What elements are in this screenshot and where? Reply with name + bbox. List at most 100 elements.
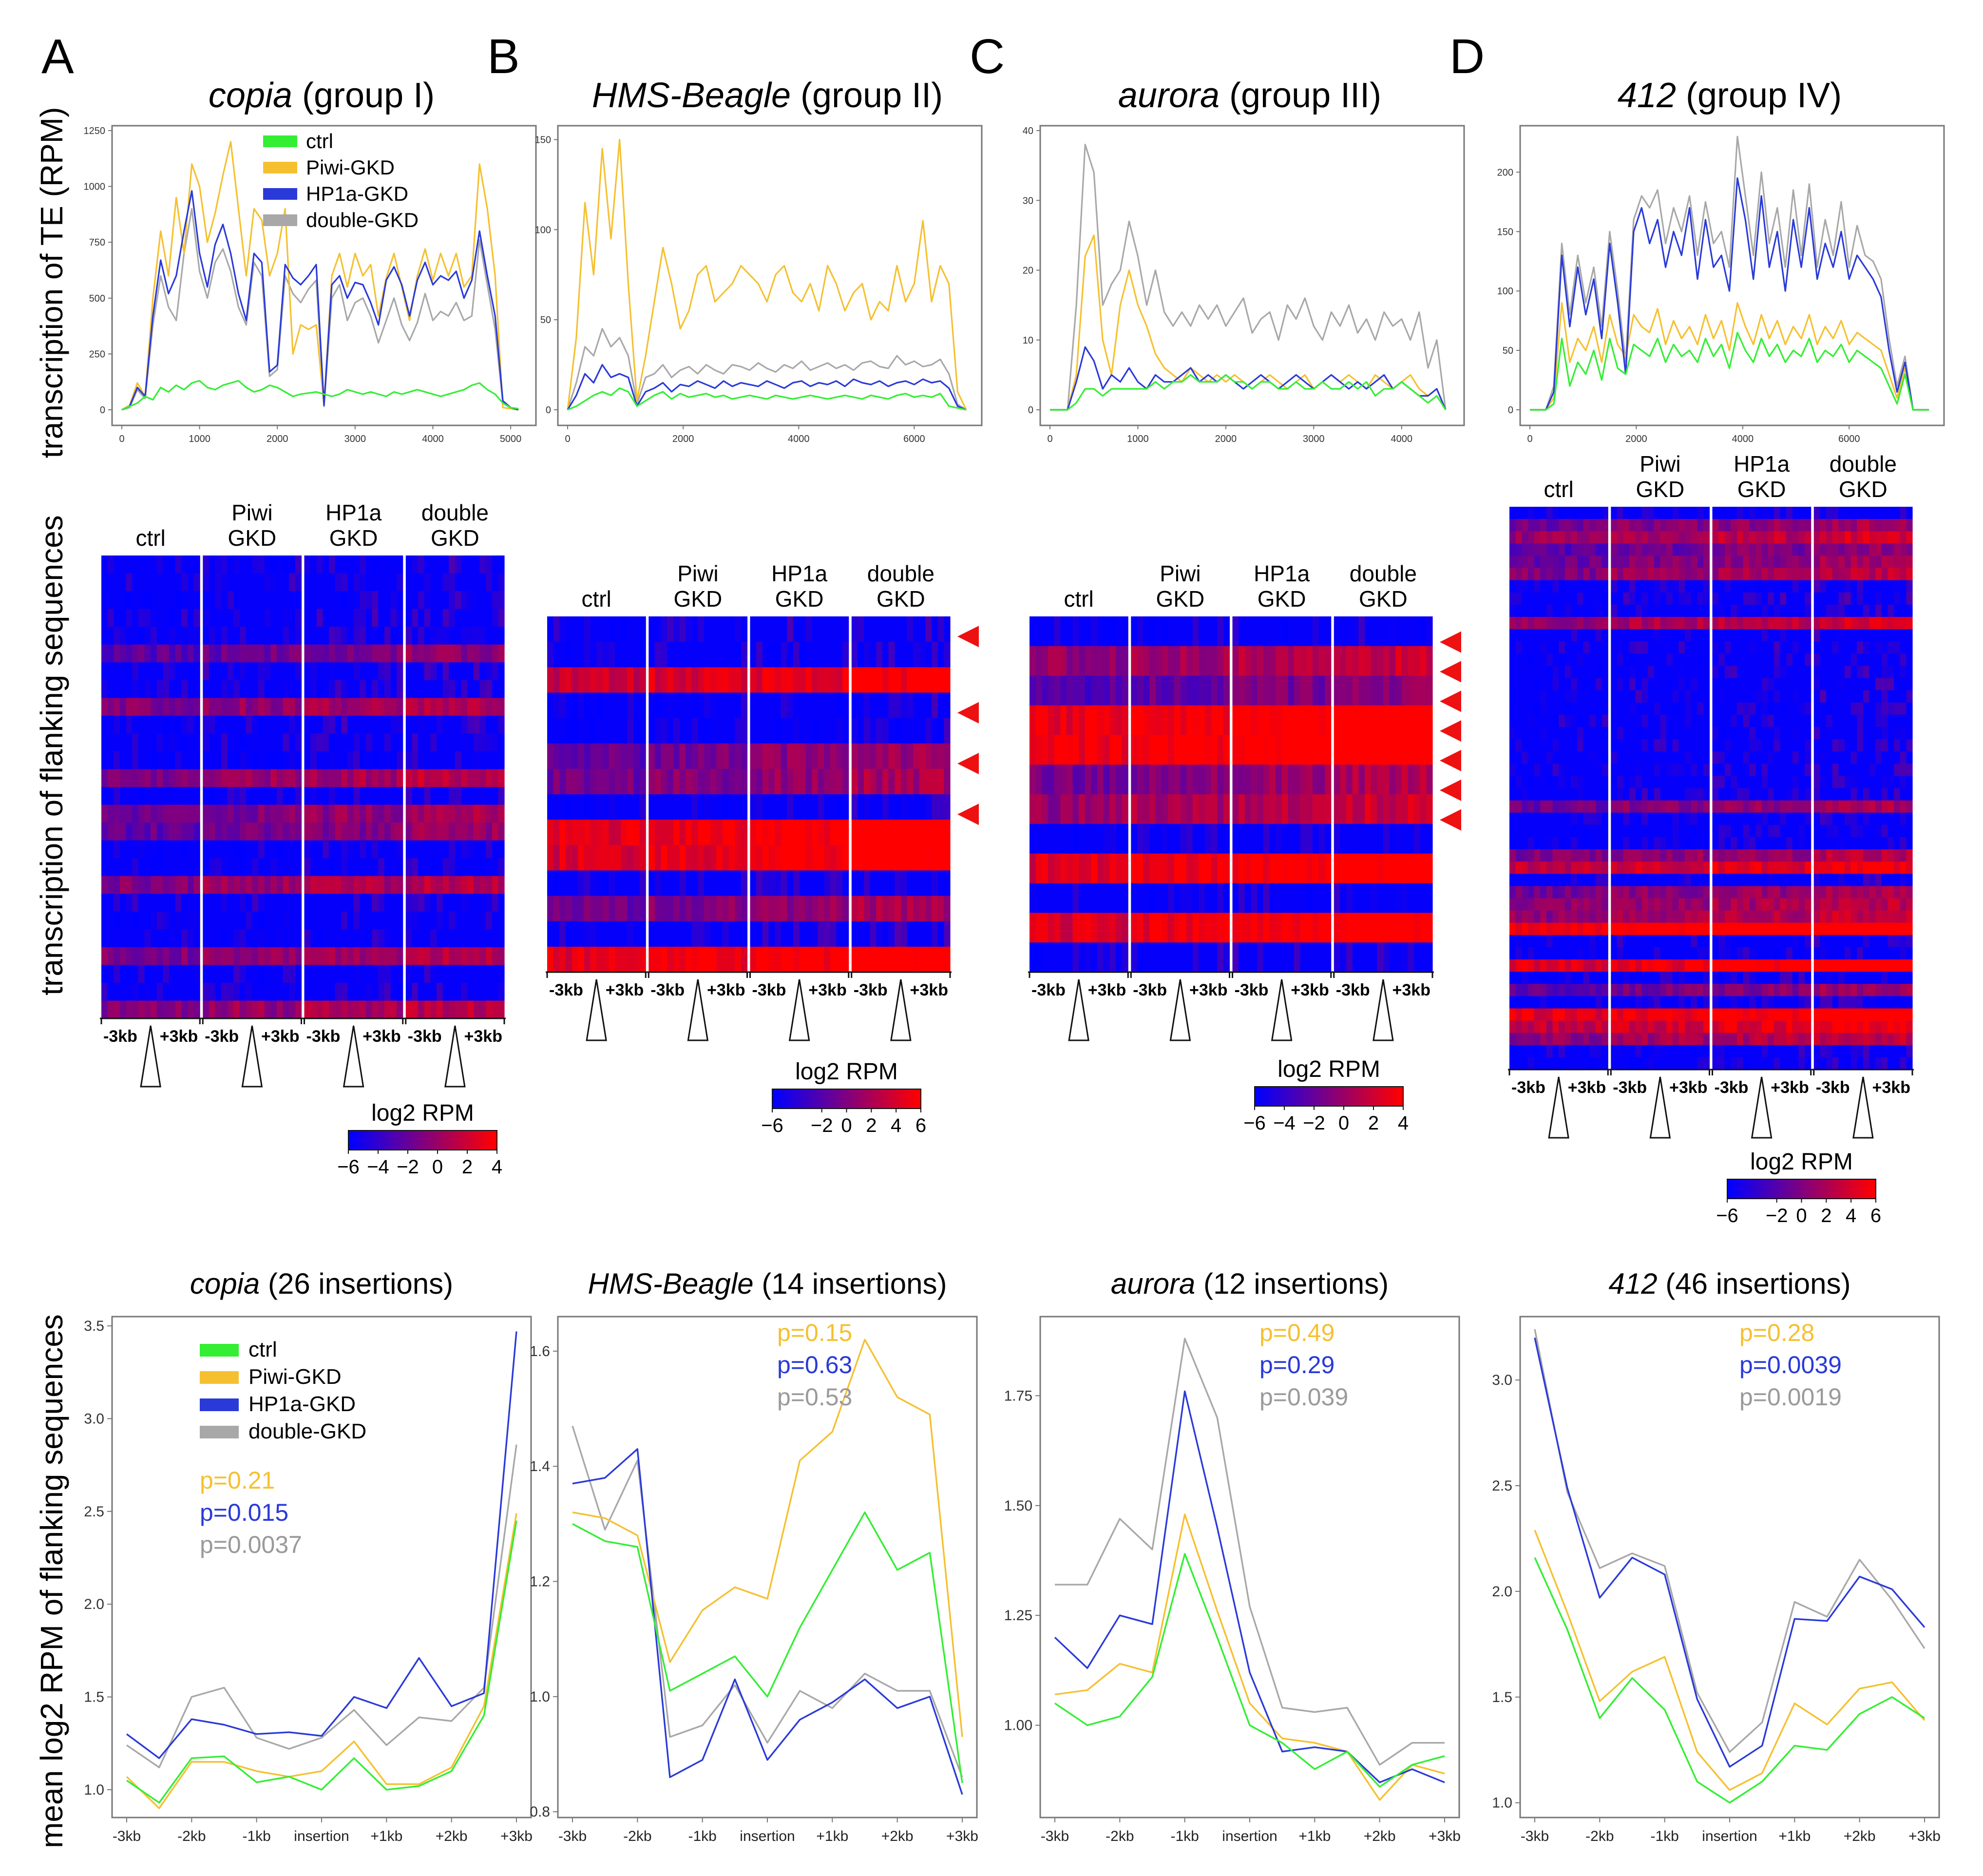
heat-cell xyxy=(1534,580,1541,593)
heat-cell xyxy=(101,894,108,912)
heat-cell xyxy=(181,858,188,877)
heat-cell xyxy=(1318,823,1325,854)
heat-cell xyxy=(372,609,379,627)
heat-cell xyxy=(107,965,114,983)
heat-cell xyxy=(572,768,578,795)
heat-cell xyxy=(1672,702,1679,715)
heat-cell xyxy=(615,794,622,820)
heat-cell xyxy=(323,644,329,663)
heat-cell xyxy=(1540,1057,1547,1070)
heat-cell xyxy=(1168,646,1175,676)
heat-cell xyxy=(781,642,787,668)
heat-cell xyxy=(1211,705,1218,735)
heat-cell xyxy=(716,794,723,820)
heat-cell xyxy=(1564,984,1571,996)
heat-cell xyxy=(1623,751,1630,764)
heat-cell xyxy=(1589,800,1596,813)
heat-cell xyxy=(467,698,474,716)
heat-cell xyxy=(384,911,391,930)
heat-cell xyxy=(1186,705,1193,735)
heat-cell xyxy=(1596,592,1602,605)
heat-cell xyxy=(602,768,609,795)
heat-cell xyxy=(1559,678,1565,691)
heat-cell xyxy=(1244,883,1251,913)
heat-cell xyxy=(1564,568,1571,581)
heat-cell xyxy=(602,845,609,871)
heat-cell xyxy=(353,769,360,787)
colorbar-segment xyxy=(903,1089,907,1109)
heat-cell xyxy=(1534,874,1541,886)
heat-cell xyxy=(648,718,655,744)
heat-cell xyxy=(341,733,348,752)
heat-cell xyxy=(203,662,210,681)
heat-cell xyxy=(295,965,302,983)
heat-cell xyxy=(397,769,403,787)
heat-cell xyxy=(932,870,938,897)
heat-cell xyxy=(384,965,391,983)
heat-cell xyxy=(572,794,578,820)
heat-cell xyxy=(1589,617,1596,630)
heat-cell xyxy=(163,840,170,859)
heat-cell xyxy=(430,1000,437,1019)
heat-cell xyxy=(1306,794,1313,824)
heat-cell xyxy=(888,820,895,845)
heat-cell xyxy=(1691,507,1697,519)
heat-cell xyxy=(119,787,127,805)
heat-cell xyxy=(578,946,585,973)
heat-cell xyxy=(1577,1057,1584,1070)
heat-cell xyxy=(864,870,871,897)
heat-cell xyxy=(1515,1008,1522,1021)
heat-cell xyxy=(1122,705,1128,735)
heat-cell xyxy=(390,644,397,663)
heat-cell xyxy=(1054,675,1061,706)
heat-cell xyxy=(654,921,662,947)
heat-cell xyxy=(119,733,127,752)
heat-cell xyxy=(1211,942,1218,973)
heat-cell xyxy=(1577,812,1584,825)
heat-cell xyxy=(1611,666,1618,679)
heat-cell xyxy=(1334,646,1340,676)
heat-cell xyxy=(578,616,585,642)
heat-cell xyxy=(1666,519,1673,532)
heat-cell xyxy=(455,1000,462,1019)
heat-cell xyxy=(1131,705,1138,735)
heat-cell xyxy=(437,1000,443,1019)
heat-cell xyxy=(913,820,920,845)
heat-cell xyxy=(1589,678,1596,691)
heat-cell xyxy=(565,692,572,719)
heat-cell xyxy=(1697,543,1704,556)
heat-cell xyxy=(1522,764,1528,776)
heat-cell xyxy=(1623,727,1630,740)
heat-cell xyxy=(1522,666,1528,679)
heat-cell xyxy=(1602,1033,1608,1046)
colorbar-segment xyxy=(432,1130,436,1150)
heat-cell xyxy=(1116,646,1123,676)
heat-cell xyxy=(360,644,366,663)
heat-cell xyxy=(1116,705,1123,735)
heat-cell xyxy=(449,947,456,965)
heat-cell xyxy=(107,644,114,663)
heat-cell xyxy=(1564,812,1571,825)
heat-cell xyxy=(233,627,240,645)
heat-cell xyxy=(119,911,127,930)
heat-cell xyxy=(1522,617,1528,630)
heat-cell xyxy=(1346,853,1353,884)
heat-cell xyxy=(1571,604,1578,617)
heat-cell xyxy=(175,573,182,592)
heat-cell xyxy=(163,751,170,769)
heat-cell xyxy=(138,555,145,574)
heat-cell xyxy=(1030,794,1036,824)
heat-cell xyxy=(716,820,723,845)
heat-cell xyxy=(486,840,493,859)
colorbar-segment xyxy=(1400,1087,1404,1106)
heat-cell xyxy=(246,555,252,574)
heat-cell xyxy=(163,911,170,930)
heat-cell xyxy=(1340,765,1347,795)
heat-cell xyxy=(1048,794,1055,824)
heat-cell xyxy=(590,820,597,845)
heat-cell xyxy=(240,733,247,752)
heat-cell xyxy=(304,573,311,592)
heat-cell xyxy=(1589,739,1596,752)
heat-cell xyxy=(144,769,151,787)
x-tick-label: insertion xyxy=(1222,1828,1277,1844)
